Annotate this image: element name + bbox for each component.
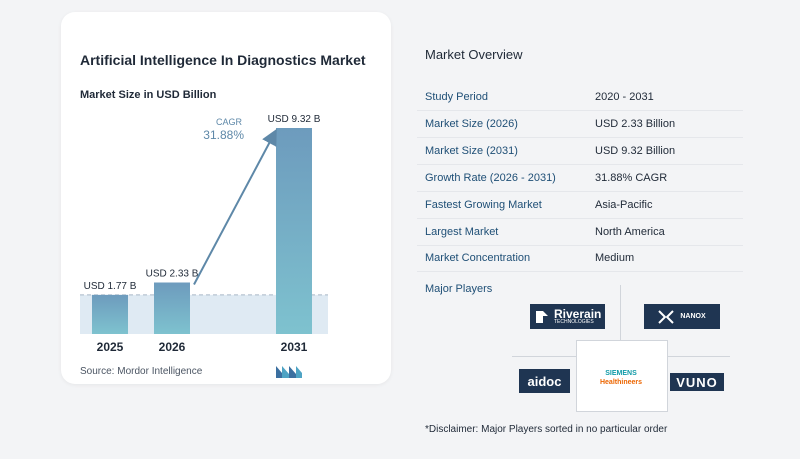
divider bbox=[666, 356, 730, 357]
data-label: USD 9.32 B bbox=[268, 114, 321, 125]
overview-row: Market Size (2026) USD 2.33 Billion bbox=[417, 111, 743, 138]
siemens-box bbox=[576, 340, 668, 412]
bar-2026 bbox=[154, 282, 190, 334]
overview-value: 31.88% CAGR bbox=[595, 172, 668, 184]
cagr-value: 31.88% bbox=[203, 128, 244, 142]
tick-label: 2026 bbox=[159, 340, 186, 354]
nanox-name: NANOX bbox=[680, 313, 706, 320]
players-title: Major Players bbox=[425, 283, 493, 295]
riverain-mark-icon bbox=[536, 310, 548, 323]
riverain-logo: Riverain TECHNOLOGIES bbox=[530, 304, 605, 329]
siemens-logo: SIEMENS Healthineers bbox=[586, 364, 656, 392]
nanox-mark-icon bbox=[658, 309, 675, 324]
overview-title: Market Overview bbox=[425, 47, 523, 62]
aidoc-logo: aidoc bbox=[519, 369, 570, 393]
overview-value: USD 2.33 Billion bbox=[595, 118, 676, 130]
cagr-arrow bbox=[193, 128, 277, 285]
overview-row: Growth Rate (2026 - 2031) 31.88% CAGR bbox=[417, 165, 743, 192]
tick-label: 2031 bbox=[281, 340, 308, 354]
siemens-name: SIEMENS bbox=[605, 370, 637, 377]
disclaimer: *Disclaimer: Major Players sorted in no … bbox=[425, 424, 668, 435]
divider bbox=[620, 285, 621, 340]
source-text: Source: Mordor Intelligence bbox=[80, 366, 203, 377]
overview-value: Asia-Pacific bbox=[595, 199, 653, 211]
overview-row: Market Size (2031) USD 9.32 Billion bbox=[417, 138, 743, 165]
mordor-logo-icon bbox=[276, 366, 302, 378]
chart-subtitle: Market Size in USD Billion bbox=[80, 89, 217, 101]
overview-label: Market Concentration bbox=[425, 252, 531, 264]
riverain-sub: TECHNOLOGIES bbox=[554, 318, 594, 325]
tick-label: 2025 bbox=[97, 340, 124, 354]
divider bbox=[512, 356, 576, 357]
aidoc-name: aidoc bbox=[527, 373, 562, 389]
siemens-sub: Healthineers bbox=[599, 379, 643, 386]
vuno-logo: VUNO bbox=[670, 373, 724, 391]
overview-value: North America bbox=[595, 226, 665, 238]
bar-2031 bbox=[276, 128, 312, 334]
bar-2025 bbox=[92, 294, 128, 334]
overview-row: Market Concentration Medium bbox=[417, 245, 743, 272]
overview-value: 2020 - 2031 bbox=[595, 91, 654, 103]
overview-label: Market Size (2031) bbox=[425, 145, 518, 157]
overview-row: Largest Market North America bbox=[417, 219, 743, 246]
overview-row: Study Period 2020 - 2031 bbox=[417, 84, 743, 111]
nanox-logo: NANOX bbox=[644, 304, 720, 329]
data-label: USD 2.33 B bbox=[146, 269, 199, 280]
riverain-name: Riverain bbox=[554, 306, 602, 321]
overview-label: Largest Market bbox=[425, 226, 499, 238]
overview-row: Fastest Growing Market Asia-Pacific bbox=[417, 192, 743, 219]
cagr-label: CAGR bbox=[216, 117, 243, 127]
overview-label: Growth Rate (2026 - 2031) bbox=[425, 172, 556, 184]
chart-title: Artificial Intelligence In Diagnostics M… bbox=[80, 52, 366, 68]
overview-label: Study Period bbox=[425, 91, 488, 103]
vuno-name: VUNO bbox=[676, 374, 718, 390]
overview-label: Fastest Growing Market bbox=[425, 199, 542, 211]
overview-value: USD 9.32 Billion bbox=[595, 145, 676, 157]
overview-label: Market Size (2026) bbox=[425, 118, 518, 130]
data-label: USD 1.77 B bbox=[84, 281, 137, 292]
overview-value: Medium bbox=[595, 252, 635, 264]
